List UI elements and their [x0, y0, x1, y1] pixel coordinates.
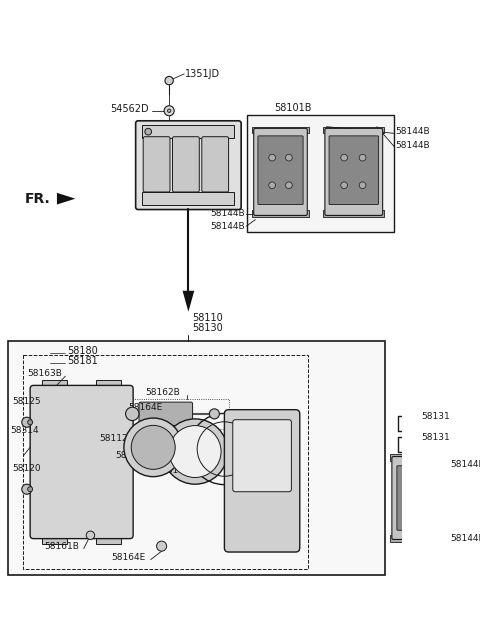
Text: 58131: 58131 [421, 433, 450, 442]
Bar [235, 489, 289, 501]
Text: 58112: 58112 [99, 435, 127, 444]
Circle shape [269, 182, 276, 188]
Text: 58130: 58130 [192, 324, 223, 333]
Bar [42, 380, 67, 390]
FancyBboxPatch shape [397, 466, 444, 530]
Circle shape [405, 504, 413, 513]
Circle shape [28, 487, 33, 492]
Circle shape [145, 128, 152, 135]
Circle shape [359, 182, 366, 188]
Text: 58110: 58110 [192, 313, 223, 324]
Text: 58101B: 58101B [274, 103, 312, 113]
FancyBboxPatch shape [202, 137, 228, 192]
Circle shape [429, 504, 437, 513]
Text: 58144B: 58144B [450, 460, 480, 469]
Bar [235, 529, 289, 541]
Text: 58113: 58113 [116, 451, 144, 460]
Circle shape [22, 417, 32, 428]
Text: 58162B: 58162B [145, 388, 180, 397]
Circle shape [269, 154, 276, 161]
Text: 58120: 58120 [12, 464, 41, 473]
Text: 58125: 58125 [12, 397, 41, 406]
FancyBboxPatch shape [139, 402, 192, 426]
Text: 58144B: 58144B [395, 127, 430, 136]
Polygon shape [57, 193, 75, 204]
Circle shape [86, 531, 95, 540]
FancyBboxPatch shape [233, 420, 291, 492]
Bar [8, 341, 385, 576]
Circle shape [181, 433, 192, 445]
Text: 54562D: 54562D [110, 104, 149, 114]
Bar [96, 380, 121, 390]
Bar [247, 115, 394, 232]
Ellipse shape [169, 426, 221, 478]
FancyBboxPatch shape [143, 137, 170, 192]
Polygon shape [182, 291, 194, 312]
FancyBboxPatch shape [225, 410, 300, 552]
Circle shape [429, 479, 437, 488]
FancyBboxPatch shape [136, 121, 241, 210]
FancyBboxPatch shape [30, 385, 133, 538]
Ellipse shape [131, 426, 175, 469]
Text: 58144B: 58144B [395, 140, 430, 149]
Text: 58181: 58181 [67, 356, 98, 366]
Bar [323, 127, 384, 133]
Text: 58161B: 58161B [44, 542, 79, 551]
Circle shape [156, 541, 167, 551]
Text: 58131: 58131 [421, 412, 450, 421]
FancyBboxPatch shape [172, 137, 199, 192]
FancyBboxPatch shape [254, 128, 307, 215]
Circle shape [286, 182, 292, 188]
Circle shape [341, 182, 348, 188]
Bar [143, 125, 234, 138]
Text: 58314: 58314 [10, 426, 39, 435]
Circle shape [341, 154, 348, 161]
Text: 58180: 58180 [67, 346, 98, 356]
Bar [390, 535, 451, 542]
Text: 58163B: 58163B [28, 369, 62, 378]
Bar [235, 516, 289, 528]
Circle shape [359, 154, 366, 161]
Text: FR.: FR. [25, 192, 51, 206]
FancyBboxPatch shape [258, 136, 303, 204]
FancyBboxPatch shape [392, 456, 450, 540]
Bar [42, 533, 67, 544]
Bar [323, 210, 384, 217]
Circle shape [28, 420, 33, 425]
Circle shape [165, 76, 173, 85]
FancyBboxPatch shape [325, 128, 383, 215]
Circle shape [405, 479, 413, 488]
Bar [252, 127, 309, 133]
Bar [128, 399, 228, 429]
Text: 58164E: 58164E [111, 553, 145, 562]
Bar [235, 503, 289, 514]
Circle shape [22, 484, 32, 494]
Ellipse shape [162, 419, 228, 484]
Circle shape [209, 409, 219, 419]
Text: 58164E: 58164E [128, 403, 162, 412]
FancyBboxPatch shape [329, 136, 378, 204]
Text: 58144B: 58144B [211, 209, 245, 218]
Circle shape [286, 154, 292, 161]
Text: 58114A: 58114A [162, 466, 196, 475]
Text: 1351JD: 1351JD [185, 69, 220, 79]
Circle shape [168, 109, 171, 112]
Bar [390, 454, 451, 461]
Circle shape [126, 407, 139, 420]
Ellipse shape [124, 418, 182, 477]
Bar [252, 210, 309, 217]
Bar [143, 192, 234, 204]
Bar [96, 533, 121, 544]
Text: 58144B: 58144B [211, 222, 245, 231]
Circle shape [164, 106, 174, 116]
Bar [24, 355, 308, 569]
Text: 58144B: 58144B [450, 534, 480, 543]
